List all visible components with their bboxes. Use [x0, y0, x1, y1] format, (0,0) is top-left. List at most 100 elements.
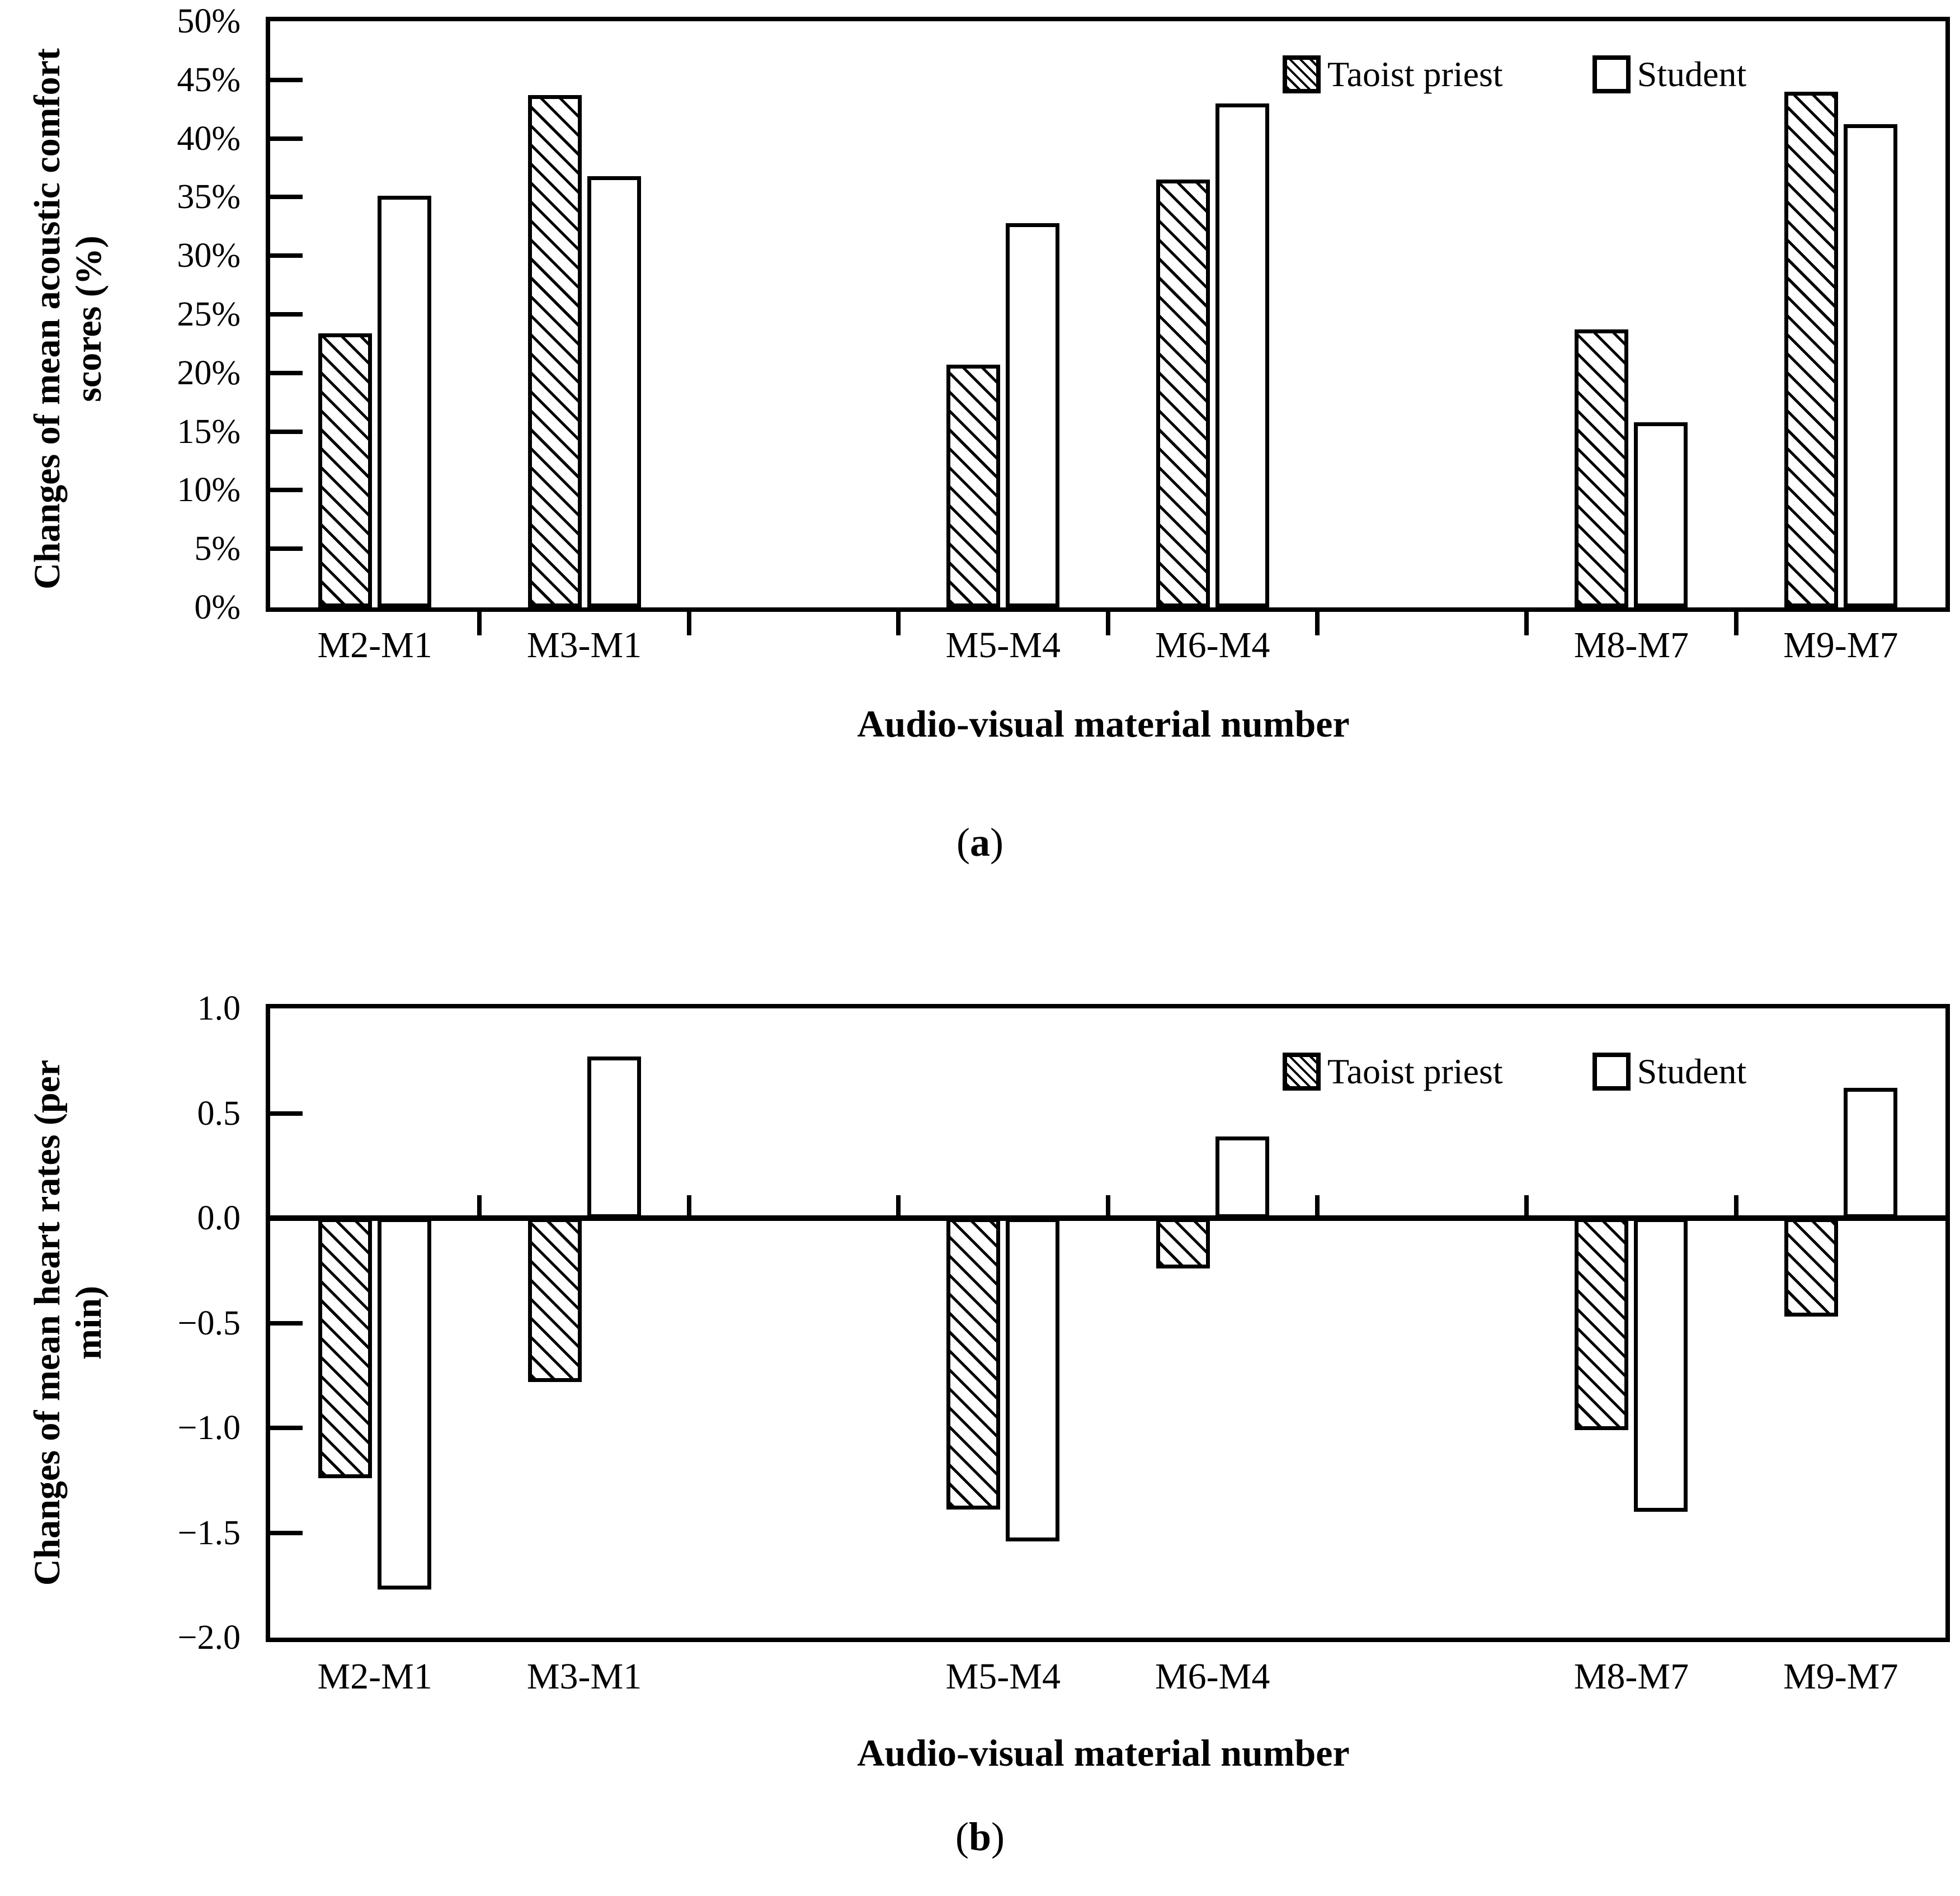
bar-taoist-priest-m2-m1: [318, 1218, 373, 1478]
x-tick-label: M8-M7: [1573, 625, 1689, 666]
x-tick-label: M2-M1: [317, 1656, 432, 1697]
x-tick-label: M5-M4: [945, 1656, 1061, 1697]
x-tick-label: M9-M7: [1783, 625, 1898, 666]
x-tick-mark: [686, 1195, 691, 1215]
bar-student-m9-m7: [1843, 1088, 1897, 1218]
plot-area: Taoist priest Student: [266, 1004, 1950, 1642]
y-tick-mark: [270, 312, 303, 317]
y-axis-labels: 50% 45% 40% 35% 30% 25% 20% 15% 10% 5% 0%: [0, 2, 255, 626]
y-tick-mark: [270, 77, 303, 82]
y-tick-mark: [270, 1320, 303, 1326]
x-tick-label: M3-M1: [526, 625, 642, 666]
x-tick-mark: [477, 1195, 482, 1215]
bar-student-m8-m7: [1634, 1218, 1688, 1512]
bar-student-m6-m4: [1215, 103, 1269, 607]
y-tick-mark: [270, 1111, 303, 1116]
y-tick-mark: [270, 136, 303, 141]
x-tick-mark: [477, 612, 482, 635]
x-tick-label: M3-M1: [526, 1656, 642, 1697]
x-axis-title: Audio-visual material number: [857, 1732, 1350, 1774]
x-tick-label: M6-M4: [1155, 625, 1270, 666]
x-tick-label: M5-M4: [945, 625, 1061, 666]
y-tick-label: 0.5: [197, 1094, 241, 1133]
taoist-priest-hatched-swatch: [1283, 55, 1321, 93]
x-tick-mark: [896, 612, 901, 635]
y-tick-mark: [270, 488, 303, 493]
caption-letter: a: [970, 820, 990, 865]
chart-b: Changes of mean heart rates (per min) 1.…: [0, 987, 1960, 1896]
y-tick-label: −2.0: [177, 1619, 241, 1657]
y-tick-label: 10%: [177, 471, 241, 510]
bar-taoist-priest-m5-m4: [946, 1218, 1001, 1510]
x-tick-label: M2-M1: [317, 625, 432, 666]
bar-taoist-priest-m3-m1: [527, 1218, 582, 1382]
x-tick-mark: [1733, 612, 1738, 635]
x-tick-mark: [1733, 1195, 1738, 1215]
y-tick-label: 40%: [177, 119, 241, 158]
x-tick-mark: [1105, 1195, 1110, 1215]
x-axis-title: Audio-visual material number: [857, 702, 1350, 745]
taoist-priest-hatched-swatch: [1283, 1053, 1321, 1091]
y-axis-labels: 1.0 0.5 0.0 −0.5 −1.0 −1.5 −2.0: [0, 989, 255, 1657]
bar-taoist-priest-m6-m4: [1156, 180, 1210, 607]
legend-item-student: Student: [1592, 1051, 1747, 1092]
bar-student-m5-m4: [1006, 223, 1060, 607]
y-tick-mark: [270, 253, 303, 258]
bar-student-m8-m7: [1634, 422, 1688, 607]
caption-paren: (: [955, 1814, 969, 1859]
x-tick-mark: [896, 1195, 901, 1215]
bar-student-m2-m1: [378, 1218, 432, 1590]
y-tick-mark: [270, 429, 303, 434]
bar-taoist-priest-m8-m7: [1575, 1218, 1629, 1430]
y-tick-label: 20%: [177, 353, 241, 392]
caption-b: (b): [0, 1814, 1960, 1860]
x-axis-labels: M2-M1 M3-M1 M5-M4 M6-M4 M8-M7 M9-M7: [270, 1656, 1945, 1711]
bar-student-m9-m7: [1843, 124, 1897, 607]
x-tick-mark: [1524, 1195, 1529, 1215]
y-tick-mark: [270, 546, 303, 551]
y-tick-mark: [270, 370, 303, 375]
legend-item-student: Student: [1592, 54, 1747, 95]
caption-paren: (: [957, 820, 970, 865]
x-tick-label: M9-M7: [1783, 1656, 1898, 1697]
y-tick-label: 50%: [177, 2, 241, 40]
y-tick-label: −0.5: [177, 1304, 241, 1342]
student-open-swatch: [1592, 1053, 1631, 1091]
y-tick-label: 1.0: [197, 989, 241, 1027]
bar-taoist-priest-m6-m4: [1156, 1218, 1210, 1268]
bar-student-m3-m1: [587, 176, 641, 607]
y-tick-label: 45%: [177, 60, 241, 99]
legend-item-taoist-priest: Taoist priest: [1283, 1051, 1503, 1092]
legend-label: Student: [1637, 1051, 1747, 1091]
bar-student-m5-m4: [1006, 1218, 1060, 1541]
x-axis-labels: M2-M1 M3-M1 M5-M4 M6-M4 M8-M7 M9-M7: [270, 624, 1945, 680]
legend-label: Student: [1637, 54, 1747, 94]
y-tick-label: 30%: [177, 237, 241, 275]
plot-area: Taoist priest Student: [266, 17, 1950, 635]
zero-axis-line: [270, 1215, 1945, 1221]
x-tick-mark: [1314, 1195, 1320, 1215]
legend-label: Taoist priest: [1327, 54, 1503, 94]
student-open-swatch: [1592, 55, 1631, 93]
x-tick-label: M8-M7: [1573, 1656, 1689, 1697]
caption-paren: ): [990, 820, 1003, 865]
bar-taoist-priest-m3-m1: [527, 95, 582, 607]
caption-letter: b: [968, 1814, 992, 1859]
y-tick-label: −1.5: [177, 1513, 241, 1552]
x-tick-mark: [1314, 612, 1320, 635]
y-tick-label: −1.0: [177, 1409, 241, 1447]
y-tick-label: 25%: [177, 295, 241, 333]
legend-label: Taoist priest: [1327, 1051, 1503, 1091]
legend: Taoist priest Student: [1283, 54, 1746, 95]
y-tick-label: 0.0: [197, 1199, 241, 1237]
bar-student-m3-m1: [587, 1057, 641, 1218]
y-tick-mark: [270, 1426, 303, 1430]
y-tick-label: 0%: [194, 588, 241, 626]
bar-taoist-priest-m5-m4: [946, 365, 1001, 607]
legend: Taoist priest Student: [1283, 1051, 1746, 1092]
y-tick-label: 15%: [177, 412, 241, 451]
bar-student-m2-m1: [378, 196, 432, 607]
bar-student-m6-m4: [1215, 1136, 1269, 1218]
x-tick-label: M6-M4: [1155, 1656, 1270, 1697]
